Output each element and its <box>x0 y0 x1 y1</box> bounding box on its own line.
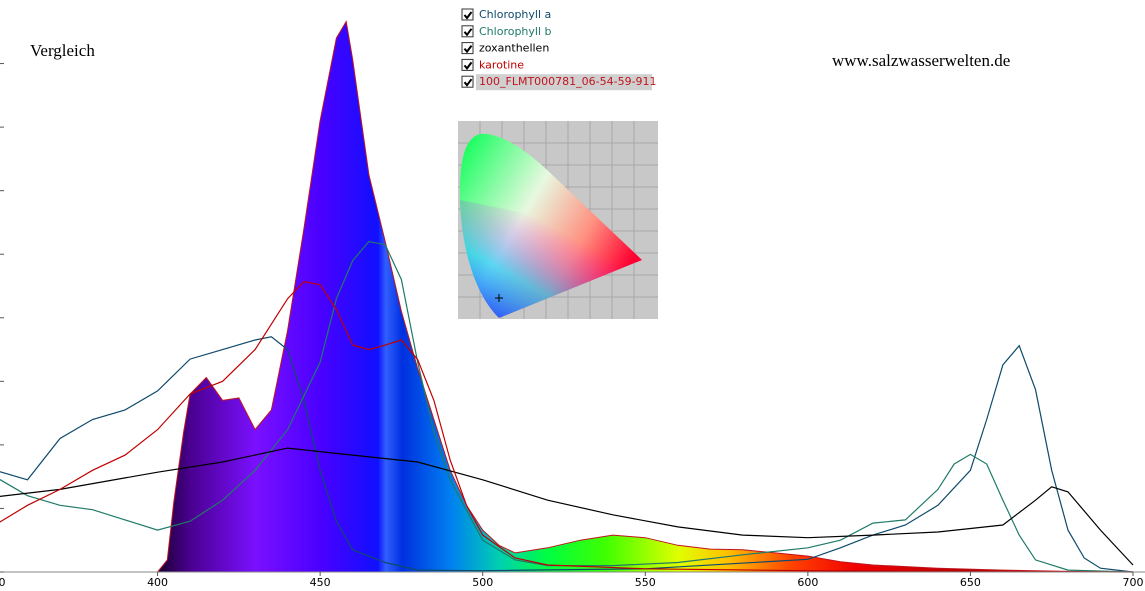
x-tick-label: 650 <box>960 576 981 589</box>
x-tick-label: 700 <box>1123 576 1144 589</box>
legend-item[interactable]: Chlorophyll b <box>461 25 552 38</box>
x-tick-label: 450 <box>310 576 331 589</box>
x-tick-label: 500 <box>472 576 493 589</box>
legend-highlight <box>476 74 652 91</box>
legend-checkbox[interactable] <box>461 8 474 21</box>
legend-check <box>463 78 473 87</box>
series-line <box>0 447 1134 566</box>
legend-label: zoxanthellen <box>479 42 549 55</box>
legend-checkbox[interactable] <box>461 42 474 55</box>
legend-label: Chlorophyll a <box>479 8 551 21</box>
x-tick-label: 600 <box>797 576 818 589</box>
chromaticity-inset <box>458 121 658 319</box>
legend-label: 100_FLMT000781_06-54-59-911 <box>479 75 657 88</box>
legend-check <box>463 45 473 54</box>
plot-area <box>0 20 1134 573</box>
series-line <box>0 240 1134 573</box>
legend-label: karotine <box>479 58 524 71</box>
x-tick-label: 350 <box>0 576 6 589</box>
series-line <box>0 336 1134 573</box>
legend-label: Chlorophyll b <box>479 25 552 38</box>
series-line <box>0 280 1134 573</box>
legend-check <box>463 61 473 71</box>
legend-checkbox[interactable] <box>461 25 474 38</box>
legend-item[interactable]: 100_FLMT000781_06-54-59-911 <box>461 74 657 91</box>
legend-item[interactable]: karotine <box>461 58 524 71</box>
legend-item[interactable]: zoxanthellen <box>461 42 549 55</box>
legend: Chlorophyll a Chlorophyll b zoxanthellen ka… <box>461 8 657 91</box>
legend-checkbox[interactable] <box>461 58 474 71</box>
x-tick-label: 550 <box>635 576 656 589</box>
x-tick-label: 400 <box>147 576 168 589</box>
source-label: www.salzwasserwelten.de <box>832 51 1010 70</box>
legend-item[interactable]: Chlorophyll a <box>461 8 551 21</box>
legend-check <box>463 11 473 20</box>
chart-title: Vergleich <box>30 41 95 60</box>
legend-checkbox[interactable] <box>461 75 474 88</box>
legend-check <box>463 28 473 37</box>
